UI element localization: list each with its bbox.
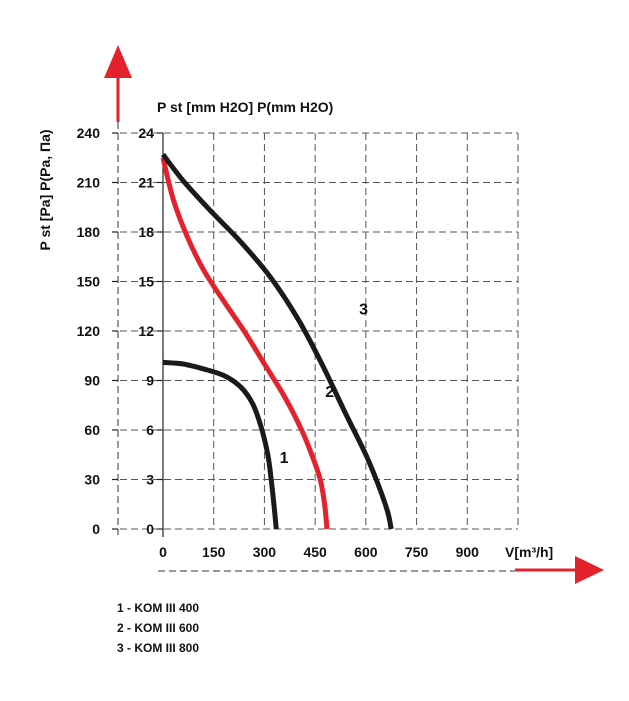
y-tick-label-pa: 30	[84, 472, 100, 488]
curve-2	[160, 157, 330, 530]
x-axis-arrow	[515, 556, 604, 584]
inner-y-axis-title-text: P st [mm H2O] P(mm H2O)	[157, 99, 333, 115]
y-tick-label-mm: 3	[146, 472, 154, 488]
y-axis-title: P st [Pa] P(Pa, Па)	[37, 129, 53, 250]
y-tick-label-pa: 0	[92, 521, 100, 537]
x-tick-label: 900	[456, 544, 480, 560]
curve-label-3: 3	[359, 302, 368, 319]
y-tick-label-pa: 180	[77, 224, 101, 240]
curves	[160, 152, 394, 530]
y-tick-label-pa: 150	[77, 274, 101, 290]
legend-item-1: 1 - KOM III 400	[117, 601, 200, 615]
x-axis-title: V[m³/h]	[505, 544, 553, 560]
y-tick-label-mm: 6	[146, 422, 154, 438]
y-tick-label-mm: 24	[138, 125, 154, 141]
y-tick-label-pa: 210	[77, 175, 101, 191]
curve-1	[162, 359, 279, 530]
y-tick-label-mm: 9	[146, 373, 154, 389]
y-tick-label-mm: 15	[138, 274, 154, 290]
y-tick-label-mm: 12	[138, 323, 154, 339]
x-tick-label: 300	[253, 544, 277, 560]
y-tick-label-mm: 18	[138, 224, 154, 240]
legend: 1 - KOM III 400 2 - KOM III 600 3 - KOM …	[117, 598, 199, 658]
y-axis-title-text: P st [Pa] P(Pa, Па)	[37, 129, 53, 250]
y-tick-label-pa: 90	[84, 373, 100, 389]
legend-item-2: 2 - KOM III 600	[117, 621, 200, 635]
y-tick-label-pa: 60	[84, 422, 100, 438]
curve-labels: 1 2 3	[280, 302, 368, 468]
curve-3	[161, 152, 394, 530]
y-tick-label-mm: 21	[138, 175, 154, 191]
y-tick-label-mm: 0	[146, 521, 154, 537]
curve-label-1: 1	[280, 450, 289, 467]
y-tick-labels-mm: 0 3 6 9 12 15 18 21 24	[138, 125, 154, 537]
x-tick-label: 450	[303, 544, 327, 560]
legend-item-3: 3 - KOM III 800	[117, 641, 200, 655]
y-tick-label-pa: 120	[77, 323, 101, 339]
grid	[112, 122, 519, 537]
curve-label-2: 2	[325, 384, 334, 401]
y-tick-labels-pa: 0 30 60 90 120 150 180 210 240	[77, 125, 101, 537]
y-axis-arrow	[104, 45, 132, 122]
x-tick-label: 600	[354, 544, 378, 560]
x-tick-labels: 0 150 300 450 600 750 900	[159, 544, 479, 560]
x-tick-label: 750	[405, 544, 429, 560]
x-tick-label: 150	[202, 544, 226, 560]
inner-y-axis-title: P st [mm H2O] P(mm H2O)	[157, 99, 333, 115]
y-tick-label-pa: 240	[77, 125, 101, 141]
x-tick-label: 0	[159, 544, 167, 560]
